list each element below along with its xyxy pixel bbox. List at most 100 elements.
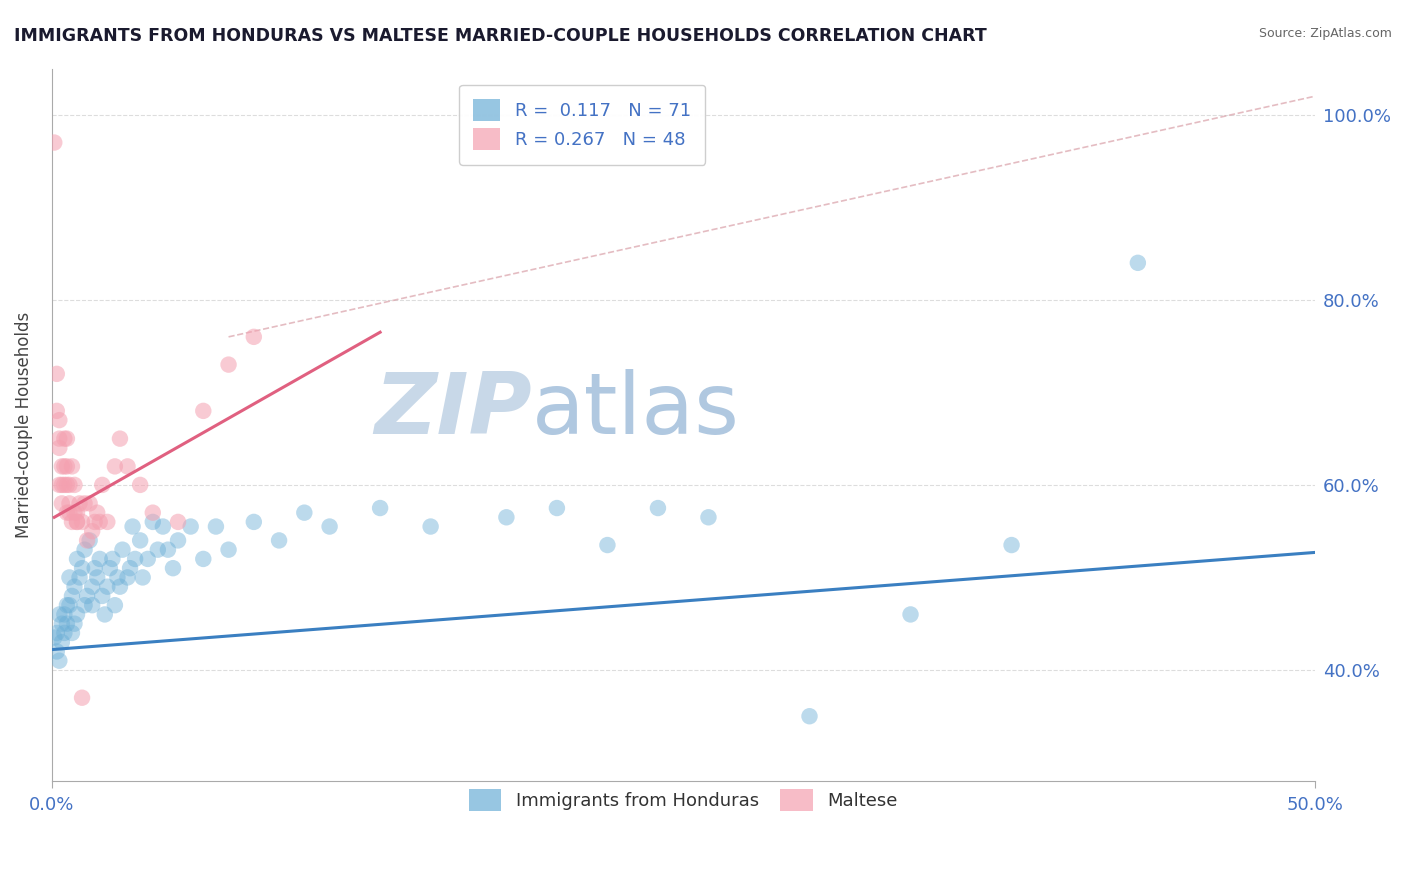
Point [193, 404, 215, 418]
Y-axis label: Married-couple Households: Married-couple Households [15, 311, 32, 538]
Point [44, 136, 66, 150]
Point [96, 515, 118, 529]
Point [180, 519, 202, 533]
Point [63, 506, 86, 520]
Point [63, 580, 86, 594]
Point [66, 552, 89, 566]
Point [48, 432, 70, 446]
Point [243, 515, 266, 529]
Point [45, 644, 67, 658]
Point [76, 589, 98, 603]
Point [66, 607, 89, 622]
Point [146, 542, 169, 557]
Point [101, 552, 124, 566]
Text: IMMIGRANTS FROM HONDURAS VS MALTESE MARRIED-COUPLE HOUSEHOLDS CORRELATION CHART: IMMIGRANTS FROM HONDURAS VS MALTESE MARR… [14, 27, 987, 45]
Point [243, 330, 266, 344]
Point [82, 524, 104, 538]
Point [58, 496, 80, 510]
Point [96, 580, 118, 594]
Point [94, 607, 117, 622]
Point [56, 598, 79, 612]
Point [51, 478, 73, 492]
Point [45, 626, 67, 640]
Point [121, 519, 143, 533]
Point [56, 506, 79, 520]
Point [48, 607, 70, 622]
Point [124, 552, 146, 566]
Point [104, 459, 127, 474]
Point [69, 496, 91, 510]
Point [45, 367, 67, 381]
Point [56, 616, 79, 631]
Point [60, 459, 83, 474]
Point [51, 635, 73, 649]
Point [419, 519, 441, 533]
Point [79, 496, 101, 510]
Point [53, 478, 76, 492]
Point [91, 589, 114, 603]
Point [546, 501, 568, 516]
Point [98, 561, 121, 575]
Point [218, 358, 240, 372]
Point [89, 515, 111, 529]
Point [73, 496, 96, 510]
Point [60, 515, 83, 529]
Point [1126, 256, 1149, 270]
Point [63, 478, 86, 492]
Point [79, 533, 101, 548]
Point [647, 501, 669, 516]
Point [318, 519, 340, 533]
Point [53, 432, 76, 446]
Point [1000, 538, 1022, 552]
Point [193, 552, 215, 566]
Point [900, 607, 922, 622]
Point [53, 626, 76, 640]
Point [167, 515, 190, 529]
Point [63, 616, 86, 631]
Point [82, 598, 104, 612]
Point [205, 519, 228, 533]
Point [91, 478, 114, 492]
Point [70, 561, 93, 575]
Point [152, 519, 174, 533]
Point [118, 561, 141, 575]
Point [70, 690, 93, 705]
Point [218, 542, 240, 557]
Point [60, 589, 83, 603]
Point [104, 598, 127, 612]
Point [73, 598, 96, 612]
Point [267, 533, 290, 548]
Point [73, 542, 96, 557]
Point [697, 510, 720, 524]
Point [83, 561, 105, 575]
Point [56, 478, 79, 492]
Point [83, 515, 105, 529]
Point [108, 580, 131, 594]
Point [368, 501, 391, 516]
Point [48, 478, 70, 492]
Point [142, 506, 165, 520]
Point [108, 432, 131, 446]
Point [89, 552, 111, 566]
Point [167, 533, 190, 548]
Point [53, 607, 76, 622]
Text: ZIP: ZIP [374, 369, 531, 452]
Point [107, 570, 129, 584]
Point [129, 478, 152, 492]
Point [76, 533, 98, 548]
Point [129, 533, 152, 548]
Point [51, 616, 73, 631]
Point [60, 626, 83, 640]
Point [51, 459, 73, 474]
Point [70, 515, 93, 529]
Point [86, 506, 108, 520]
Point [53, 459, 76, 474]
Point [58, 598, 80, 612]
Point [86, 570, 108, 584]
Point [136, 552, 159, 566]
Point [58, 478, 80, 492]
Point [45, 404, 67, 418]
Point [66, 515, 89, 529]
Point [56, 459, 79, 474]
Point [111, 542, 134, 557]
